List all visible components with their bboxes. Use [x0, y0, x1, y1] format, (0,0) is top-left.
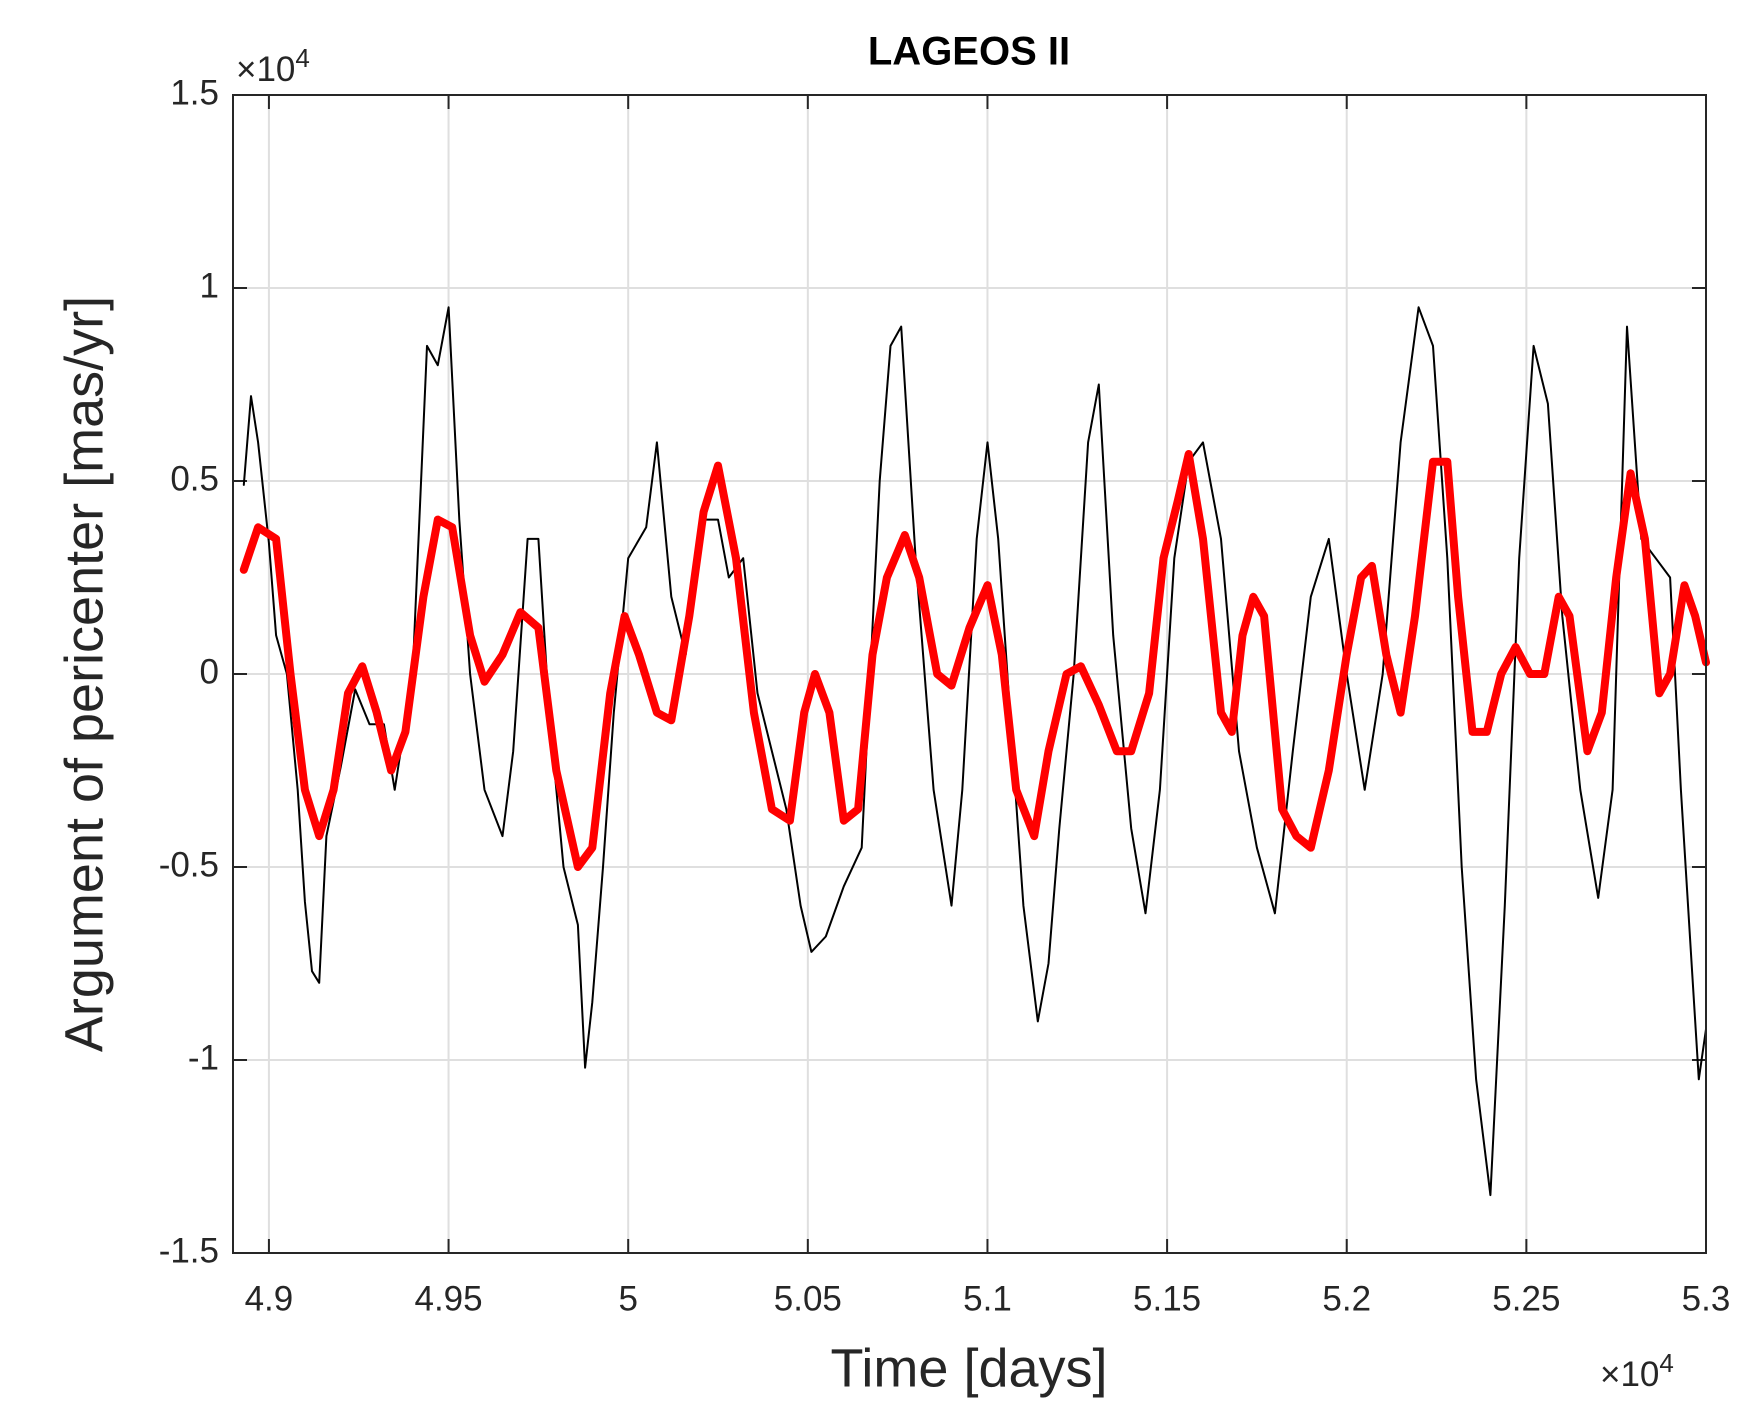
x-tick-label: 5.05: [774, 1279, 842, 1318]
y-tick-label: 1.5: [170, 73, 219, 112]
chart-title: LAGEOS II: [868, 30, 1070, 74]
y-tick-label: -1: [188, 1038, 219, 1077]
data-line: [242, 306, 1707, 1197]
plot-frame: [232, 94, 1707, 1254]
y-tick-label: 0: [200, 652, 219, 691]
x-tick-label: 5.2: [1322, 1279, 1371, 1318]
x-tick-label: 5.3: [1682, 1279, 1731, 1318]
y-tick-label: -1.5: [159, 1231, 219, 1270]
x-tick-label: 5.25: [1492, 1279, 1560, 1318]
x-tick-label: 5.1: [963, 1279, 1012, 1318]
y-tick-label: 0.5: [170, 459, 219, 498]
y-tick-label: -0.5: [159, 845, 219, 884]
x-tick-label: 5.15: [1133, 1279, 1201, 1318]
x-multiplier-base: ×10: [1600, 1355, 1659, 1394]
y-multiplier-exponent: 4: [295, 43, 309, 73]
data-line: [239, 450, 1710, 871]
x-tick-label: 4.9: [245, 1279, 294, 1318]
y-multiplier: ×104: [236, 43, 310, 89]
y-axis-label: Argument of pericenter [mas/yr]: [54, 296, 114, 1052]
y-tick-label: 1: [200, 266, 219, 305]
y-multiplier-base: ×10: [236, 50, 295, 89]
x-axis-label: Time [days]: [830, 1338, 1107, 1398]
x-tick-label: 5: [618, 1279, 637, 1318]
x-multiplier-exponent: 4: [1659, 1348, 1673, 1378]
x-multiplier: ×104: [1600, 1348, 1674, 1394]
x-tick-label: 4.95: [414, 1279, 482, 1318]
